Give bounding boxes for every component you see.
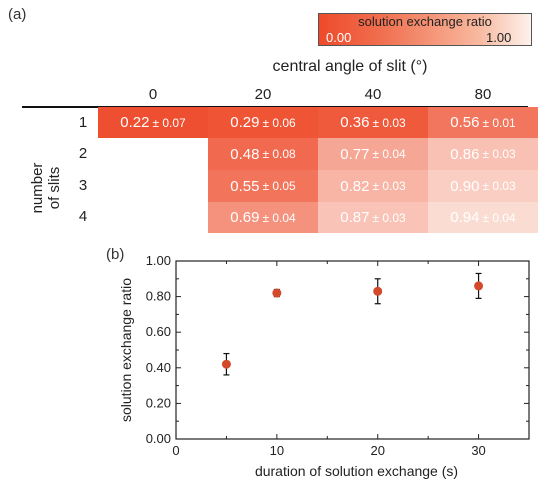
cell-error: ± 0.03 bbox=[372, 115, 406, 130]
column-header-40: 40 bbox=[364, 86, 382, 103]
cell-error: ± 0.08 bbox=[262, 147, 296, 161]
x-tick-label: 0 bbox=[172, 443, 179, 458]
colorbar bbox=[318, 13, 532, 46]
cell-mean: 0.55 bbox=[230, 177, 260, 195]
column-header-80: 80 bbox=[474, 86, 492, 103]
cell-mean: 0.86 bbox=[450, 145, 480, 163]
row-header-1: 1 bbox=[78, 114, 88, 131]
cell-mean: 0.69 bbox=[230, 209, 260, 226]
colorbar-max-label: 1.00 bbox=[486, 30, 512, 45]
cell-mean: 0.48 bbox=[230, 145, 260, 163]
heatmap-cell-r3-c80: 0.90 ± 0.03 bbox=[428, 170, 538, 202]
x-tick-label: 10 bbox=[270, 443, 284, 458]
panel-b-label: (b) bbox=[106, 246, 125, 263]
y-tick-label: 1.00 bbox=[146, 253, 171, 268]
cell-error: ± 0.04 bbox=[372, 147, 406, 161]
y-tick-label: 0.60 bbox=[146, 324, 171, 339]
y-tick-label: 0.80 bbox=[146, 289, 171, 304]
heatmap-cell-r1-c80: 0.56 ± 0.01 bbox=[428, 107, 538, 138]
heatmap-cell-r1-c40: 0.36 ± 0.03 bbox=[318, 107, 428, 138]
heatmap-cell-r1-c20: 0.29 ± 0.06 bbox=[208, 107, 318, 138]
heatmap-cell-r2-c40: 0.77 ± 0.04 bbox=[318, 138, 428, 170]
y-tick-label: 0.00 bbox=[146, 431, 171, 446]
row-header-3: 3 bbox=[78, 177, 88, 194]
data-point bbox=[272, 288, 282, 298]
cell-error: ± 0.03 bbox=[482, 147, 516, 161]
panel-a-label: (a) bbox=[8, 6, 27, 23]
cell-mean: 0.87 bbox=[340, 209, 370, 226]
cell-error: ± 0.03 bbox=[372, 179, 406, 193]
data-point bbox=[221, 359, 231, 369]
heatmap-cell-r4-c20: 0.69 ± 0.04 bbox=[208, 202, 318, 233]
cell-mean: 0.90 bbox=[450, 177, 480, 195]
cell-error: ± 0.03 bbox=[482, 179, 516, 193]
heatmap-cell-r4-c40: 0.87 ± 0.03 bbox=[318, 202, 428, 233]
cell-mean: 0.77 bbox=[340, 145, 370, 163]
cell-error: ± 0.06 bbox=[262, 115, 296, 130]
cell-error: ± 0.03 bbox=[372, 210, 406, 225]
cell-error: ± 0.04 bbox=[262, 210, 296, 225]
colorbar-min-label: 0.00 bbox=[326, 30, 352, 45]
cell-mean: 0.22 bbox=[120, 114, 150, 131]
x-tick-label: 30 bbox=[471, 443, 485, 458]
cell-error: ± 0.01 bbox=[482, 115, 516, 130]
x-axis-label: duration of solution exchange (s) bbox=[255, 463, 458, 479]
column-header-0: 0 bbox=[148, 86, 158, 103]
row-header-4: 4 bbox=[78, 208, 88, 225]
cell-mean: 0.36 bbox=[340, 114, 370, 131]
heatmap-cell-r3-c40: 0.82 ± 0.03 bbox=[318, 170, 428, 202]
cell-error: ± 0.07 bbox=[152, 115, 186, 130]
column-header-20: 20 bbox=[254, 86, 272, 103]
row-header-2: 2 bbox=[78, 145, 88, 162]
cell-mean: 0.82 bbox=[340, 177, 370, 195]
heatmap-cell-r2-c20: 0.48 ± 0.08 bbox=[208, 138, 318, 170]
y-tick-label: 0.40 bbox=[146, 360, 171, 375]
data-point bbox=[373, 286, 383, 296]
cell-mean: 0.56 bbox=[450, 114, 480, 131]
y-axis-label: solution exchange ratio bbox=[118, 278, 134, 422]
heatmap-cell-r3-c20: 0.55 ± 0.05 bbox=[208, 170, 318, 202]
x-tick-label: 20 bbox=[370, 443, 384, 458]
data-point bbox=[474, 281, 484, 291]
cell-error: ± 0.05 bbox=[262, 179, 296, 193]
heatmap-cell-r4-c80: 0.94 ± 0.04 bbox=[428, 202, 538, 233]
heatmap-cell-r1-c0: 0.22 ± 0.07 bbox=[98, 107, 208, 138]
colorbar-title: solution exchange ratio bbox=[358, 14, 492, 29]
column-axis-title: central angle of slit (°) bbox=[272, 58, 428, 75]
cell-error: ± 0.04 bbox=[482, 210, 516, 225]
heatmap-cell-r2-c80: 0.86 ± 0.03 bbox=[428, 138, 538, 170]
cell-mean: 0.94 bbox=[450, 209, 480, 226]
cell-mean: 0.29 bbox=[230, 114, 260, 131]
y-tick-label: 0.20 bbox=[146, 395, 171, 410]
